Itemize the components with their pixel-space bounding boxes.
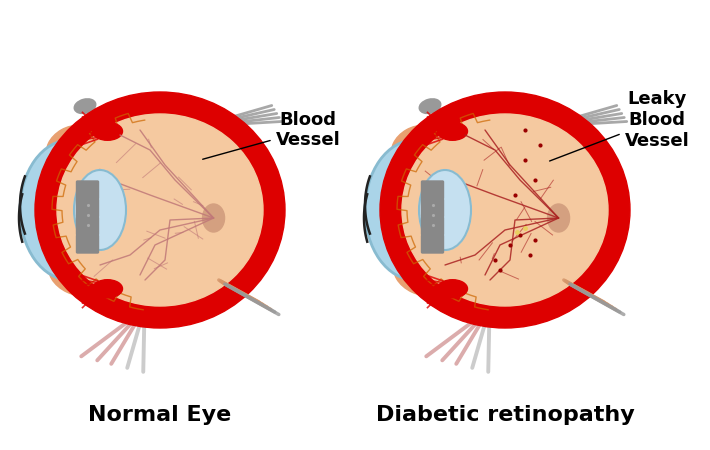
Text: Normal Eye: Normal Eye — [88, 405, 231, 425]
FancyBboxPatch shape — [77, 235, 99, 253]
Ellipse shape — [47, 126, 93, 165]
FancyBboxPatch shape — [422, 181, 444, 199]
FancyBboxPatch shape — [77, 181, 99, 199]
Ellipse shape — [419, 170, 471, 250]
FancyBboxPatch shape — [77, 199, 99, 217]
FancyBboxPatch shape — [422, 199, 444, 217]
Ellipse shape — [75, 99, 96, 113]
Ellipse shape — [380, 92, 630, 328]
Text: Blood
Vessel: Blood Vessel — [202, 111, 340, 159]
FancyBboxPatch shape — [422, 217, 444, 235]
Ellipse shape — [74, 170, 126, 250]
Ellipse shape — [365, 140, 465, 280]
Ellipse shape — [392, 126, 438, 165]
Ellipse shape — [92, 280, 123, 298]
Ellipse shape — [49, 254, 102, 296]
Ellipse shape — [92, 122, 123, 140]
Ellipse shape — [57, 114, 263, 306]
Text: Leaky
Blood
Vessel: Leaky Blood Vessel — [550, 90, 689, 161]
Ellipse shape — [437, 280, 467, 298]
Ellipse shape — [402, 114, 608, 306]
Ellipse shape — [202, 204, 224, 232]
Ellipse shape — [437, 122, 467, 140]
Text: Diabetic retinopathy: Diabetic retinopathy — [376, 405, 634, 425]
Ellipse shape — [35, 92, 285, 328]
Ellipse shape — [20, 140, 120, 280]
Ellipse shape — [547, 204, 569, 232]
Ellipse shape — [394, 254, 446, 296]
FancyBboxPatch shape — [77, 217, 99, 235]
Ellipse shape — [419, 99, 441, 113]
FancyBboxPatch shape — [422, 235, 444, 253]
